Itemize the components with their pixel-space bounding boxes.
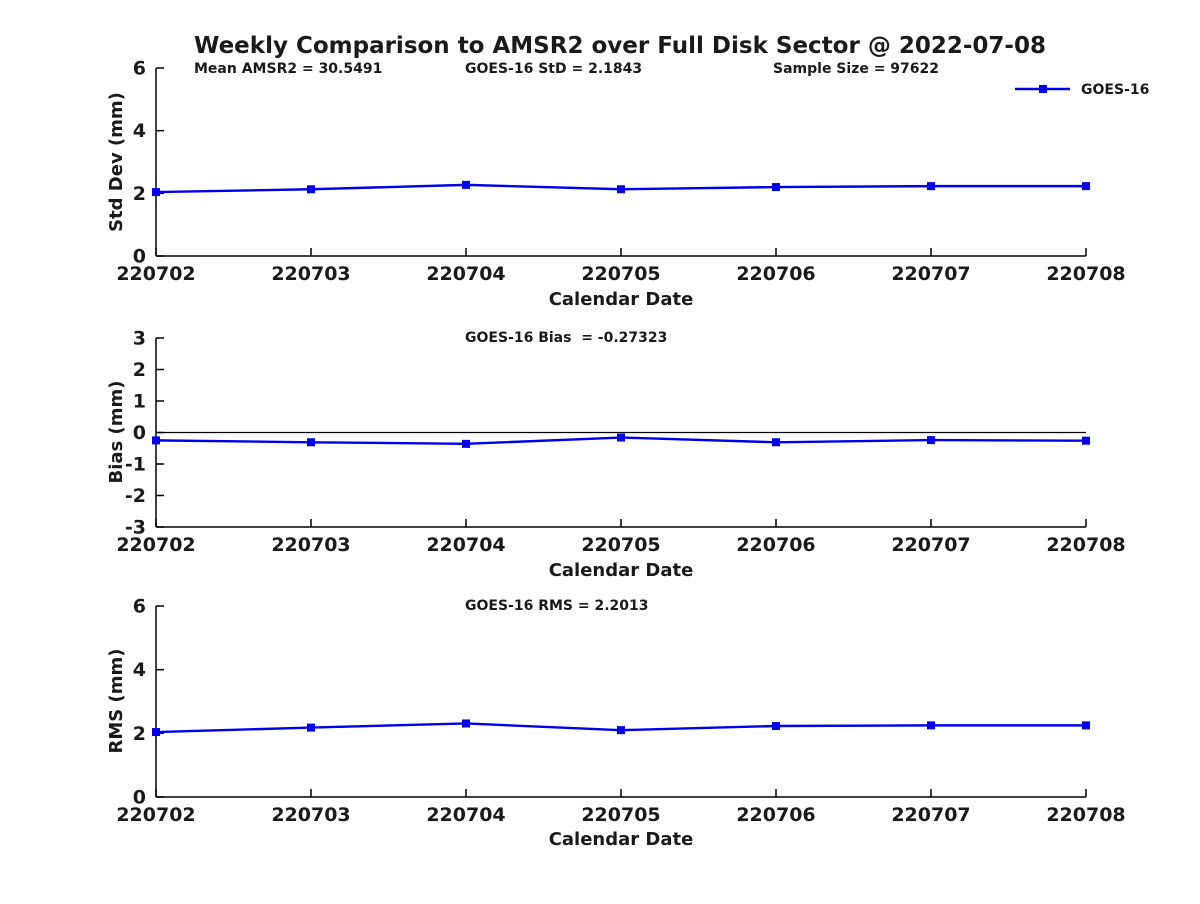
subplot3-title: GOES-16 RMS = 2.2013 xyxy=(465,598,649,614)
subplot-std-dev: 0 2 4 6 220702 220703 220704 220705 220706 220707… xyxy=(116,58,1125,286)
x-tick-label: 220705 xyxy=(581,534,660,556)
annotation-goes16-std: GOES-16 StD = 2.1843 xyxy=(465,61,642,77)
x-tick-label: 220707 xyxy=(891,804,970,826)
x-tick-label: 220708 xyxy=(1046,804,1125,826)
data-marker xyxy=(462,719,470,728)
subplot-bias: -3 -2 -1 0 1 2 3 220702 220703 220704 220705 220706… xyxy=(116,328,1125,557)
x-tick-label: 220703 xyxy=(271,804,350,826)
subplot1-ylabel: Std Dev (mm) xyxy=(106,92,127,232)
x-tick-label: 220703 xyxy=(271,534,350,556)
figure-title: Weekly Comparison to AMSR2 over Full Dis… xyxy=(194,33,1046,59)
x-tick-label: 220705 xyxy=(581,263,660,285)
y-tick-label: 1 xyxy=(133,391,146,413)
data-marker xyxy=(152,436,160,445)
annotation-mean-amsr2: Mean AMSR2 = 30.5491 xyxy=(194,61,382,77)
legend: GOES-16 xyxy=(1015,82,1149,98)
data-marker xyxy=(1082,436,1090,445)
data-marker xyxy=(462,180,470,189)
x-tick-label: 220703 xyxy=(271,263,350,285)
x-tick-label: 220704 xyxy=(426,534,505,556)
y-tick-label: 0 xyxy=(133,422,146,444)
data-marker xyxy=(617,433,625,442)
x-tick-label: 220708 xyxy=(1046,534,1125,556)
legend-label: GOES-16 xyxy=(1081,82,1149,98)
data-marker xyxy=(927,436,935,445)
x-tick-label: 220706 xyxy=(736,534,815,556)
data-marker xyxy=(772,438,780,447)
y-tick-label: 4 xyxy=(133,120,146,142)
data-marker xyxy=(307,723,315,732)
y-tick-label: 4 xyxy=(133,659,146,681)
x-tick-label: 220705 xyxy=(581,804,660,826)
x-tick-label: 220702 xyxy=(116,804,195,826)
x-tick-label: 220702 xyxy=(116,263,195,285)
data-marker xyxy=(772,183,780,192)
data-marker xyxy=(772,722,780,731)
x-tick-label: 220702 xyxy=(116,534,195,556)
subplot3-xlabel: Calendar Date xyxy=(549,829,694,850)
y-tick-label: 2 xyxy=(133,723,146,745)
y-tick-label: 2 xyxy=(133,183,146,205)
subplot2-ylabel: Bias (mm) xyxy=(106,381,127,484)
subplot3-ylabel: RMS (mm) xyxy=(106,649,127,754)
y-tick-label: -3 xyxy=(125,517,146,539)
data-marker xyxy=(1082,182,1090,191)
y-tick-label: -1 xyxy=(125,454,146,476)
y-tick-label: 2 xyxy=(133,359,146,381)
annotation-sample-size: Sample Size = 97622 xyxy=(773,61,939,77)
subplot1-xlabel: Calendar Date xyxy=(549,289,694,310)
data-marker xyxy=(1082,721,1090,730)
data-marker xyxy=(927,721,935,730)
subplot2-title: GOES-16 Bias = -0.27323 xyxy=(465,330,667,346)
y-tick-label: 6 xyxy=(133,58,146,80)
x-tick-label: 220706 xyxy=(736,263,815,285)
x-tick-label: 220707 xyxy=(891,534,970,556)
data-marker xyxy=(152,728,160,737)
legend-marker-icon xyxy=(1039,85,1047,93)
y-tick-label: -2 xyxy=(125,485,146,507)
x-tick-label: 220707 xyxy=(891,263,970,285)
x-tick-label: 220704 xyxy=(426,804,505,826)
data-marker xyxy=(462,439,470,448)
y-tick-label: 0 xyxy=(133,246,146,268)
y-tick-label: 3 xyxy=(133,328,146,350)
x-tick-label: 220706 xyxy=(736,804,815,826)
y-tick-label: 6 xyxy=(133,596,146,618)
y-tick-label: 0 xyxy=(133,787,146,809)
data-marker xyxy=(617,185,625,194)
data-marker xyxy=(927,182,935,191)
x-tick-label: 220708 xyxy=(1046,263,1125,285)
data-marker xyxy=(152,188,160,197)
data-marker xyxy=(617,726,625,735)
data-marker xyxy=(307,185,315,194)
data-marker xyxy=(307,438,315,447)
subplot2-xlabel: Calendar Date xyxy=(549,560,694,581)
subplot-rms: 0 2 4 6 220702 220703 220704 220705 220706 220707… xyxy=(116,596,1125,827)
x-tick-label: 220704 xyxy=(426,263,505,285)
